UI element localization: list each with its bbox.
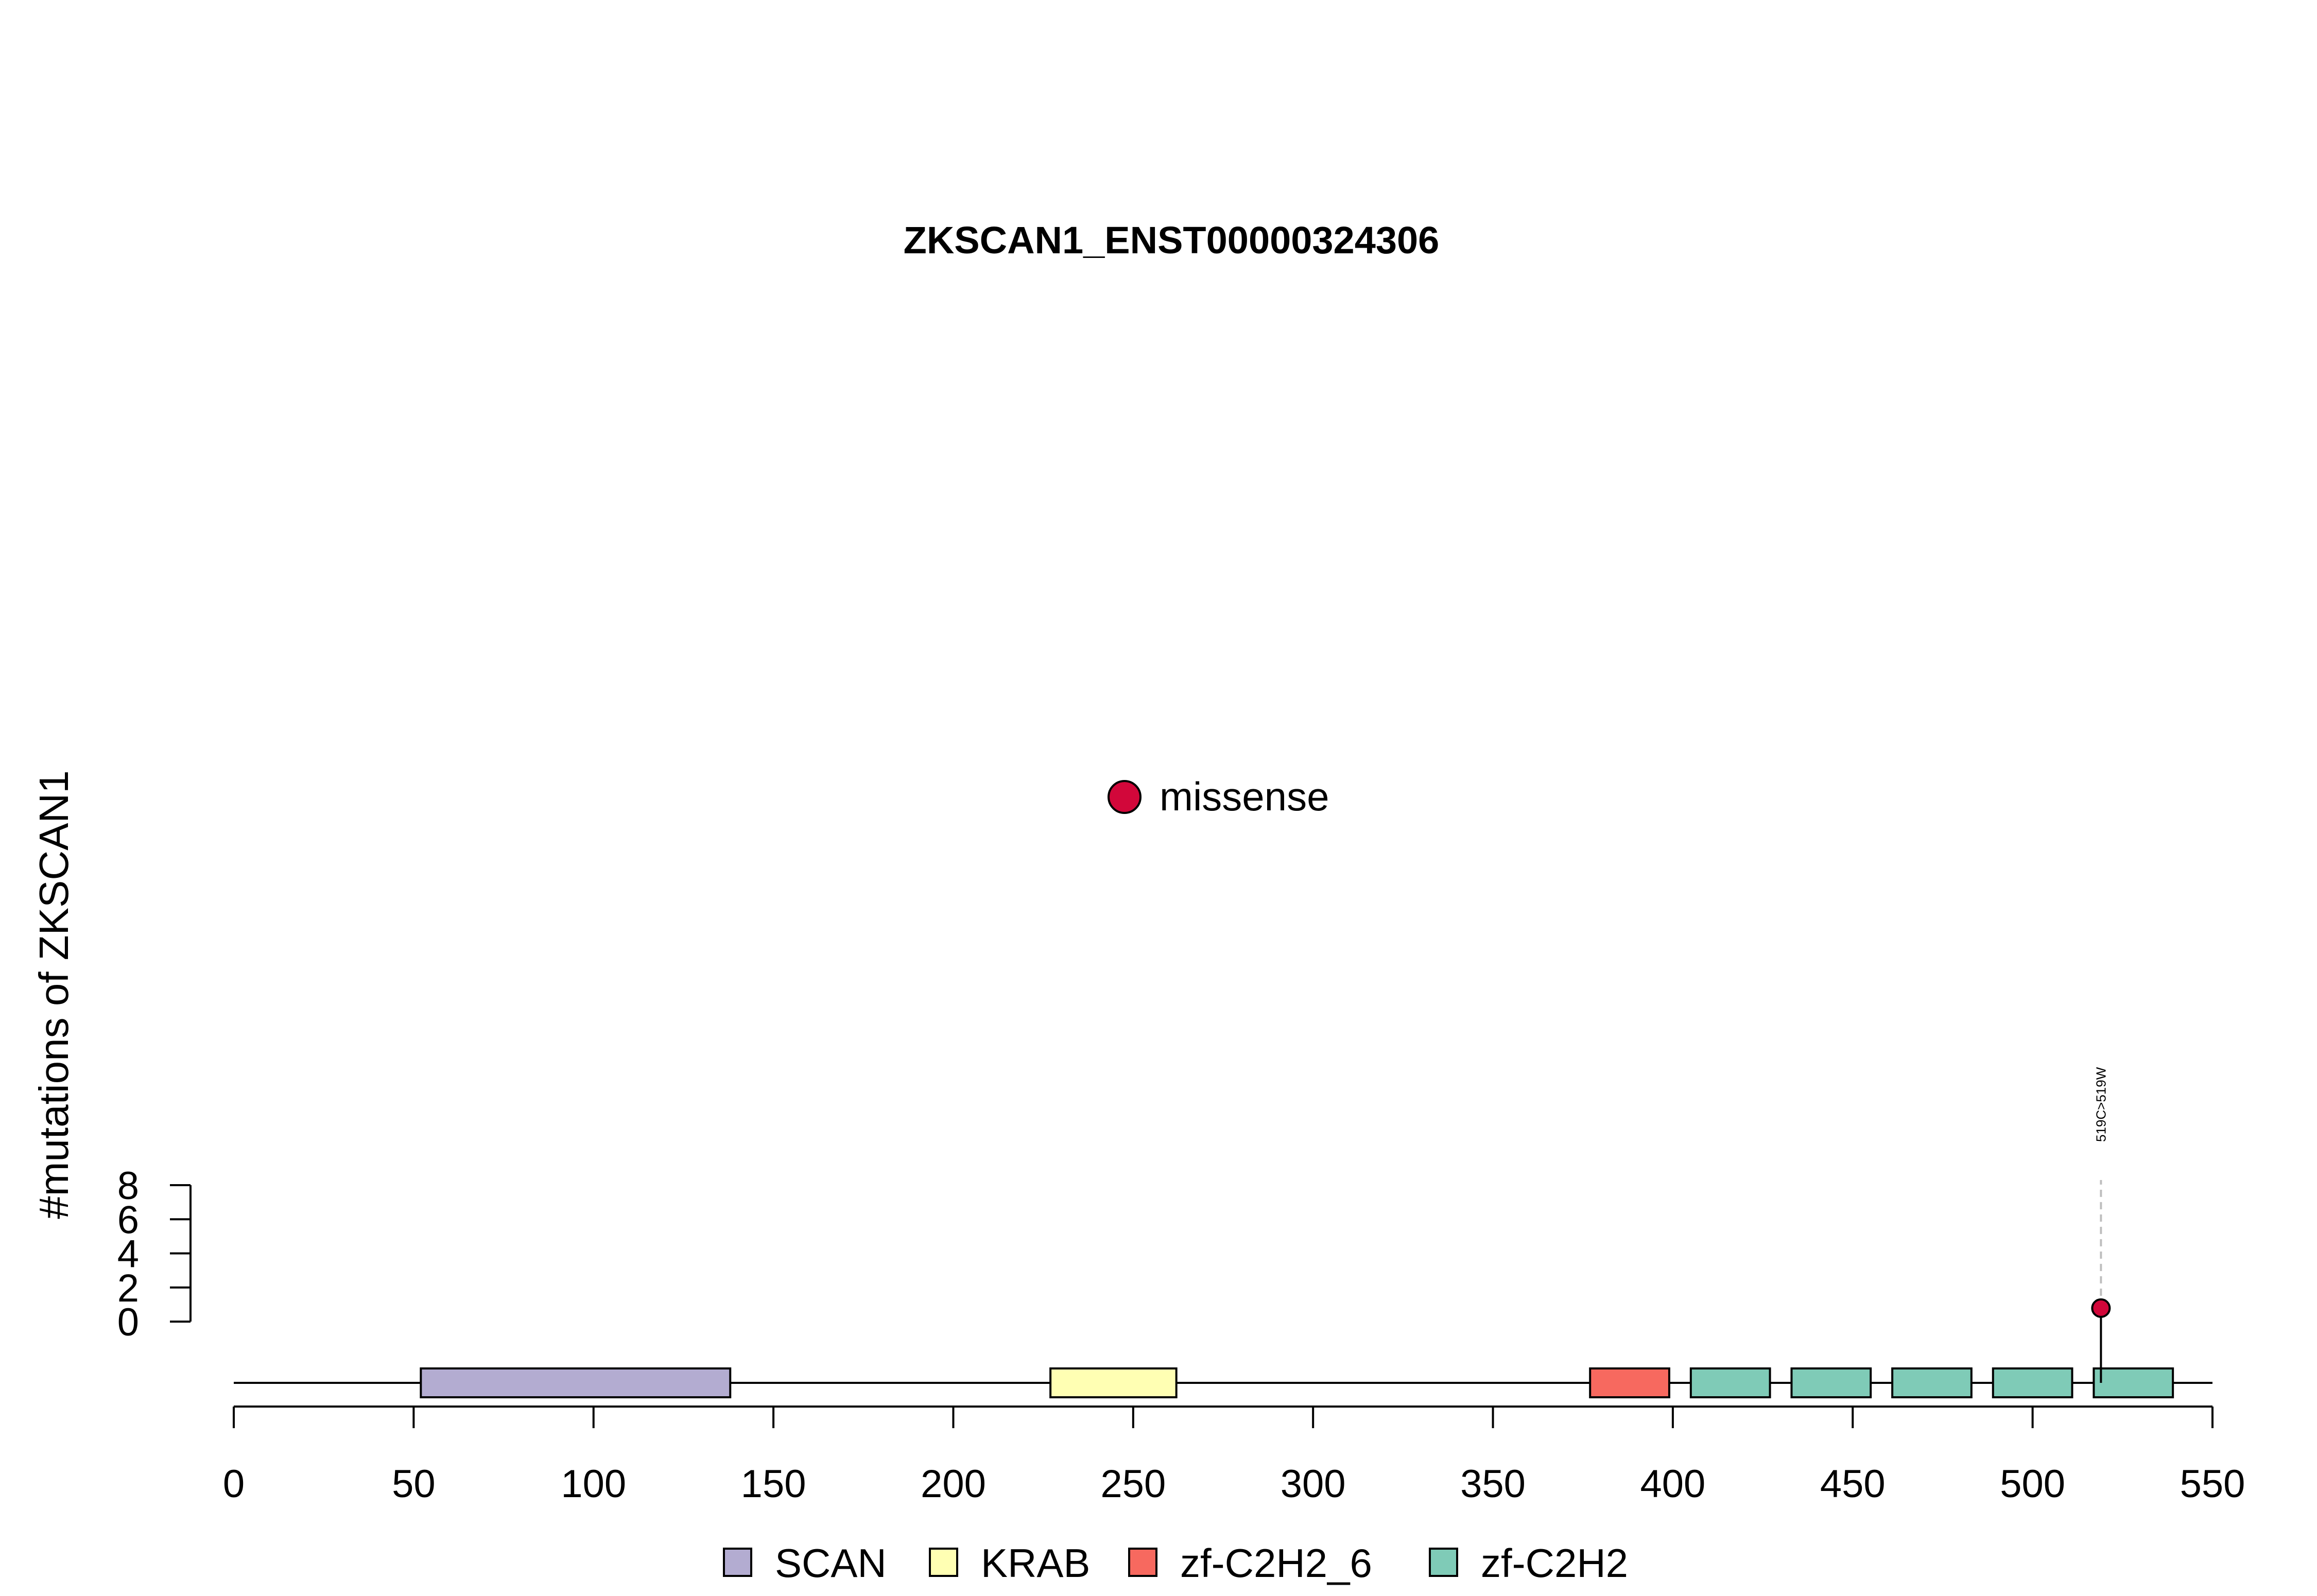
x-axis: 0 50 100 150 200 250 300 350 400 450 500 550 — [223, 1406, 2245, 1506]
domain-zf-c2h2-3 — [1689, 1367, 1771, 1398]
x-tick-label-350: 350 — [1460, 1462, 1526, 1506]
x-tick-label-0: 0 — [223, 1462, 245, 1506]
y-axis-label: #mutations of ZKSCAN1 — [31, 770, 77, 1219]
x-tick-label-450: 450 — [1820, 1462, 1886, 1506]
x-tick-label-150: 150 — [741, 1462, 806, 1506]
domain-zf-c2h2-6-2 — [1589, 1367, 1670, 1398]
mutation-point-0 — [2091, 1298, 2111, 1318]
y-tick-label-8: 8 — [117, 1164, 139, 1208]
domain-legend-label-1: KRAB — [981, 1540, 1090, 1586]
domain-legend-swatch-2 — [1128, 1548, 1157, 1577]
mutation-legend: missense — [1108, 774, 1329, 819]
domain-zf-c2h2-4 — [1790, 1367, 1872, 1398]
mutation-legend-label-0: missense — [1160, 774, 1329, 819]
x-tick-label-550: 550 — [2180, 1462, 2245, 1506]
domains-group — [420, 1367, 2174, 1398]
y-tick-label-2: 2 — [117, 1267, 139, 1310]
domain-legend-label-0: SCAN — [775, 1540, 887, 1586]
domain-legend-swatch-1 — [929, 1548, 958, 1577]
mutations-group: 519C>519W — [2091, 1067, 2111, 1383]
x-tick-label-300: 300 — [1281, 1462, 1346, 1506]
domain-legend-swatch-0 — [723, 1548, 752, 1577]
x-tick-label-500: 500 — [2000, 1462, 2065, 1506]
domain-scan-0 — [420, 1367, 732, 1398]
x-tick-label-250: 250 — [1100, 1462, 1166, 1506]
y-tick-label-6: 6 — [117, 1198, 139, 1242]
mutation-legend-marker-0 — [1108, 780, 1142, 814]
chart-title: ZKSCAN1_ENST00000324306 — [904, 219, 1440, 262]
domain-krab-1 — [1049, 1367, 1178, 1398]
domain-legend-swatch-3 — [1429, 1548, 1458, 1577]
y-tick-label-0: 0 — [117, 1300, 139, 1344]
domain-legend: SCAN KRAB zf-C2H2_6 zf-C2H2 — [723, 1540, 1628, 1586]
x-tick-label-400: 400 — [1640, 1462, 1706, 1506]
x-tick-label-200: 200 — [921, 1462, 986, 1506]
y-tick-label-4: 4 — [117, 1233, 139, 1276]
domain-legend-label-3: zf-C2H2 — [1481, 1540, 1628, 1586]
domain-zf-c2h2-7 — [2093, 1367, 2174, 1398]
domain-zf-c2h2-5 — [1891, 1367, 1973, 1398]
x-tick-label-50: 50 — [392, 1462, 436, 1506]
domain-zf-c2h2-6 — [1992, 1367, 2073, 1398]
domain-legend-label-2: zf-C2H2_6 — [1180, 1540, 1372, 1586]
mutation-label-0: 519C>519W — [2093, 1067, 2108, 1142]
x-tick-label-100: 100 — [561, 1462, 626, 1506]
